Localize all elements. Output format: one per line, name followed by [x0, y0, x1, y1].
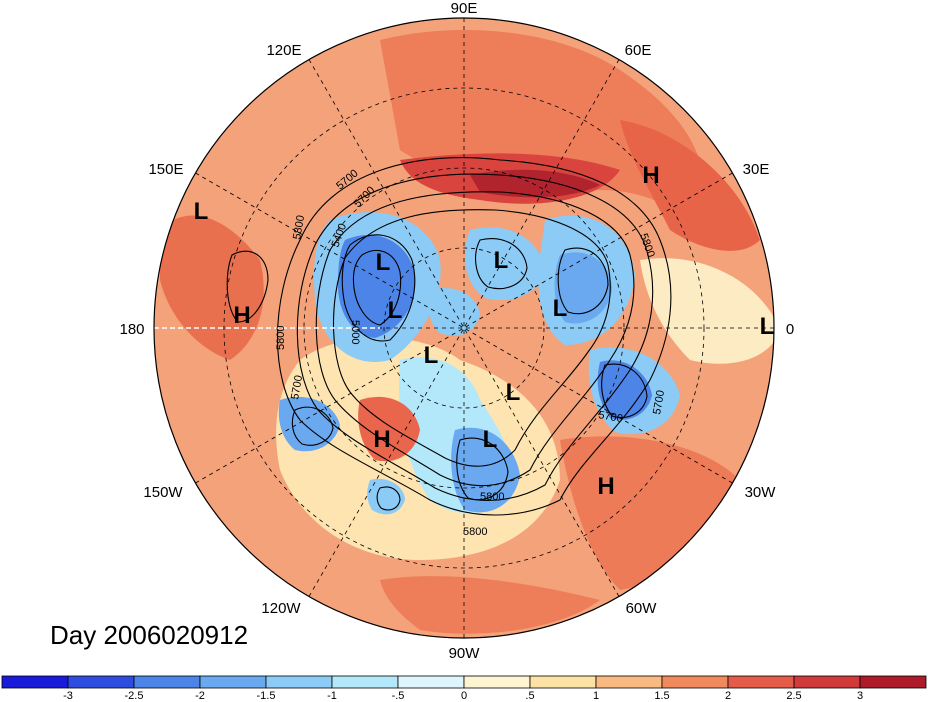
colorbar-swatch: [859, 675, 927, 689]
low-center: L: [553, 295, 568, 322]
contour-label: 5800: [275, 326, 287, 350]
low-center: L: [506, 379, 521, 406]
colorbar-swatch: [1, 675, 69, 689]
high-center: H: [233, 302, 250, 329]
contour-label: 5700: [597, 409, 623, 425]
shaded-anomaly-field: [154, 18, 774, 638]
low-center: L: [376, 249, 391, 276]
colorbar-tick-label: 3: [857, 690, 863, 702]
map-border: [153, 17, 775, 639]
colorbar-tick-label: 2: [725, 690, 731, 702]
colorbar-swatch: [661, 675, 729, 689]
lon-label-120e: 120E: [266, 42, 301, 59]
lon-label-90e: 90E: [451, 0, 478, 17]
colorbar-tick-label: 2.5: [786, 690, 801, 702]
colorbar-swatch: [793, 675, 861, 689]
lon-label-150e: 150E: [148, 161, 183, 178]
low-center: L: [424, 342, 439, 369]
lon-label-0: 0: [786, 321, 794, 338]
colorbar-swatch: [331, 675, 399, 689]
lon-label-120w: 120W: [261, 600, 301, 617]
geopotential-contours: [226, 157, 672, 516]
colorbar-swatch: [265, 675, 333, 689]
colorbar-tick-label: .5: [525, 690, 534, 702]
lon-label-60w: 60W: [626, 600, 658, 617]
low-center: L: [194, 198, 209, 225]
high-center: H: [642, 162, 659, 189]
colorbar-tick-label: -1: [327, 690, 337, 702]
low-center: L: [494, 247, 509, 274]
colorbar-tick-label: -.5: [392, 690, 405, 702]
colorbar-swatch: [67, 675, 135, 689]
lat-lon-grid: [154, 18, 774, 638]
colorbar-tick-label: -2: [195, 690, 205, 702]
lon-label-30w: 30W: [745, 484, 777, 501]
contour-label: 5000: [349, 320, 361, 344]
high-center: H: [373, 426, 390, 453]
low-center: L: [760, 313, 775, 340]
colorbar-tick-label: 1: [593, 690, 599, 702]
low-center: L: [483, 426, 498, 453]
contour-label: 5800: [463, 526, 487, 538]
colorbar: -3 -2.5 -2 -1.5 -1 -.5 0 .5 1 1.5 2 2.5 3: [1, 675, 927, 702]
colorbar-swatch: [727, 675, 795, 689]
colorbar-swatch: [595, 675, 663, 689]
lon-label-60e: 60E: [625, 42, 652, 59]
colorbar-tick-label: 0: [461, 690, 467, 702]
contour-label: 5700: [289, 374, 305, 400]
colorbar-swatch: [463, 675, 531, 689]
colorbar-swatch: [397, 675, 465, 689]
map-title: Day 2006020912: [50, 620, 249, 650]
colorbar-tick-label: -2.5: [125, 690, 144, 702]
colorbar-swatch: [133, 675, 201, 689]
contour-label: 5700: [651, 389, 667, 415]
colorbar-swatch: [199, 675, 267, 689]
low-center: L: [388, 297, 403, 324]
high-center: H: [597, 473, 614, 500]
contour-label: 5800: [480, 491, 504, 503]
lon-label-90w: 90W: [449, 645, 481, 662]
colorbar-tick-label: 1.5: [654, 690, 669, 702]
colorbar-swatch: [529, 675, 597, 689]
lon-label-150w: 150W: [143, 484, 183, 501]
lon-label-30e: 30E: [743, 161, 770, 178]
contour-label: 5800: [291, 214, 307, 240]
lon-label-180: 180: [119, 321, 144, 338]
colorbar-tick-label: -1.5: [257, 690, 276, 702]
colorbar-tick-label: -3: [63, 690, 73, 702]
